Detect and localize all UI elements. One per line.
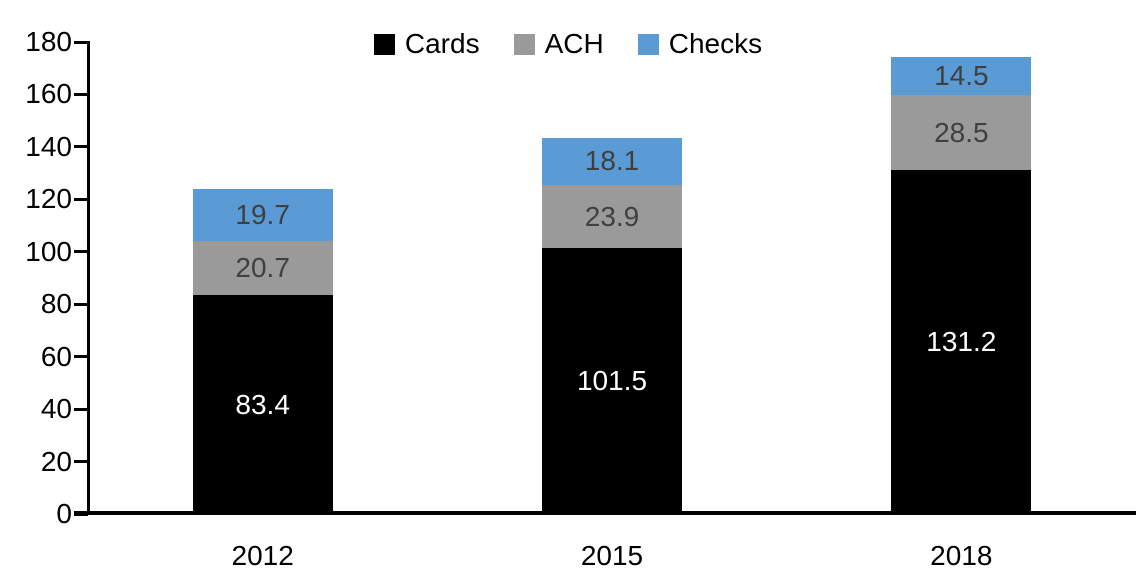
x-tick-label: 2015 [580, 540, 644, 571]
legend-label: ACH [544, 28, 604, 59]
bar-segment-cards: 101.5 [542, 247, 682, 514]
y-axis-tick [74, 407, 88, 411]
y-tick-label: 120 [25, 183, 72, 215]
y-axis-tick [74, 40, 88, 44]
legend-item-ach: ACH [513, 28, 604, 59]
segment-value-label: 20.7 [235, 252, 290, 284]
y-tick-label: 80 [40, 288, 72, 320]
y-tick-label: 60 [40, 340, 72, 372]
y-axis-tick [74, 460, 88, 464]
y-tick-label: 0 [56, 498, 72, 529]
y-tick-label: 100 [25, 235, 72, 267]
legend-item-cards: Cards [373, 28, 480, 59]
y-axis-tick [74, 197, 88, 201]
bar-2012: 83.4 20.7 19.7 [192, 189, 333, 514]
segment-value-label: 83.4 [235, 388, 290, 420]
y-tick-label: 40 [40, 393, 72, 425]
x-tick-label: 2012 [231, 540, 294, 571]
y-tick-label: 140 [25, 130, 72, 162]
legend-swatch-checks [637, 33, 659, 55]
segment-value-label: 23.9 [584, 200, 640, 232]
segment-value-label: 18.1 [584, 145, 640, 177]
bar-segment-checks: 18.1 [542, 137, 682, 186]
y-tick-label: 180 [25, 26, 72, 57]
legend-label: Checks [668, 28, 763, 59]
legend-swatch-ach [513, 33, 535, 55]
y-tick-label: 20 [40, 445, 72, 477]
segment-value-label: 14.5 [934, 60, 989, 92]
bar-segment-cards: 83.4 [192, 295, 333, 514]
bar-segment-cards: 131.2 [891, 169, 1032, 514]
legend-label: Cards [404, 28, 480, 59]
bar-2015: 101.5 23.9 18.1 [542, 137, 682, 514]
chart-legend: Cards ACH Checks [0, 30, 1136, 58]
legend-swatch-cards [373, 33, 395, 55]
bar-segment-ach: 28.5 [891, 95, 1032, 170]
y-axis-line [87, 41, 90, 515]
y-tick-label: 160 [25, 78, 72, 110]
segment-value-label: 28.5 [934, 116, 989, 148]
legend-item-checks: Checks [637, 28, 763, 59]
bar-2018: 131.2 28.5 14.5 [891, 57, 1032, 514]
y-axis-tick [74, 302, 88, 306]
y-axis-tick [74, 92, 88, 96]
y-axis-tick [74, 145, 88, 149]
bar-segment-ach: 23.9 [542, 185, 682, 248]
bar-segment-ach: 20.7 [192, 241, 333, 296]
x-tick-label: 2018 [930, 540, 993, 571]
segment-value-label: 131.2 [926, 325, 997, 357]
bar-segment-checks: 19.7 [192, 189, 333, 242]
segment-value-label: 19.7 [235, 199, 290, 231]
y-axis-tick [74, 355, 88, 359]
bar-segment-checks: 14.5 [891, 57, 1032, 96]
y-axis-tick [74, 250, 88, 254]
segment-value-label: 101.5 [576, 364, 648, 396]
